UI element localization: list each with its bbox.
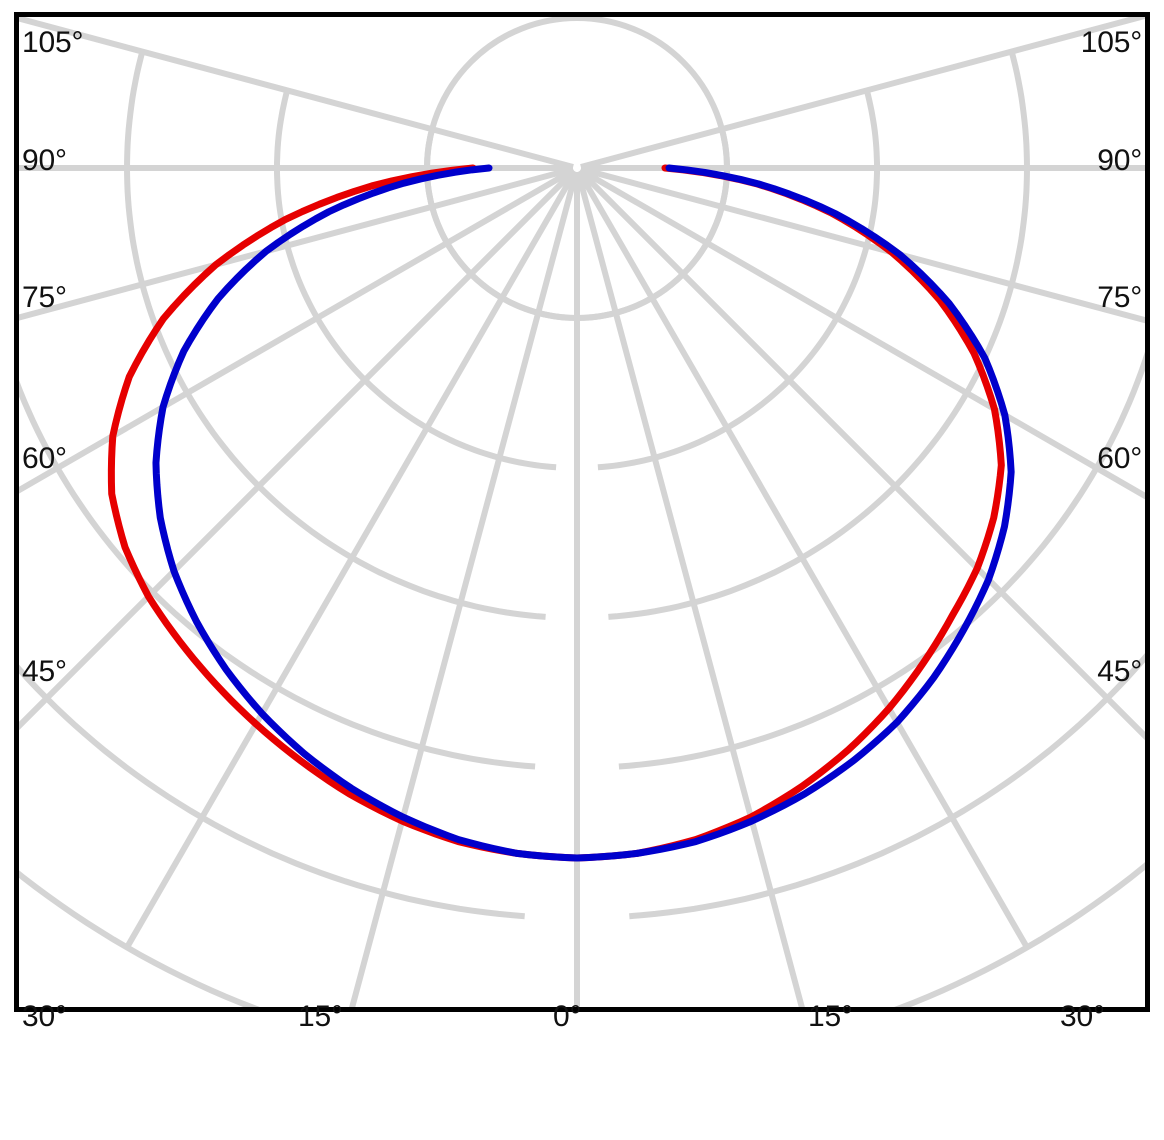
axis-tick-right-90: 90° xyxy=(1097,144,1142,177)
axis-tick-right-60: 60° xyxy=(1097,442,1142,475)
intensity-curves xyxy=(107,164,1015,862)
polar-grid-and-curves xyxy=(19,17,1145,1007)
axis-tick-bottom-15-right: 15° xyxy=(808,1000,853,1033)
axis-tick-left-60: 60° xyxy=(22,442,67,475)
axis-tick-right-45: 45° xyxy=(1097,655,1142,688)
polar-grid xyxy=(19,17,1145,1007)
axis-tick-left-45: 45° xyxy=(22,655,67,688)
axis-tick-right-75: 75° xyxy=(1097,281,1142,314)
axis-tick-bottom-15-left: 15° xyxy=(298,1000,343,1033)
axis-tick-bottom-30-right: 30° xyxy=(1060,1000,1105,1033)
axis-tick-bottom-30-left: 30° xyxy=(22,1000,67,1033)
axis-tick-bottom-0: 0° xyxy=(553,1000,582,1033)
chart-footer: cd/klm η = 100% C0 - C180 C90 - C270 xyxy=(0,1012,1164,1140)
axis-tick-right-105: 105° xyxy=(1080,26,1142,59)
polar-plot-frame xyxy=(14,12,1150,1012)
axis-tick-left-105: 105° xyxy=(22,26,84,59)
axis-tick-left-90: 90° xyxy=(22,144,67,177)
axis-tick-left-75: 75° xyxy=(22,281,67,314)
